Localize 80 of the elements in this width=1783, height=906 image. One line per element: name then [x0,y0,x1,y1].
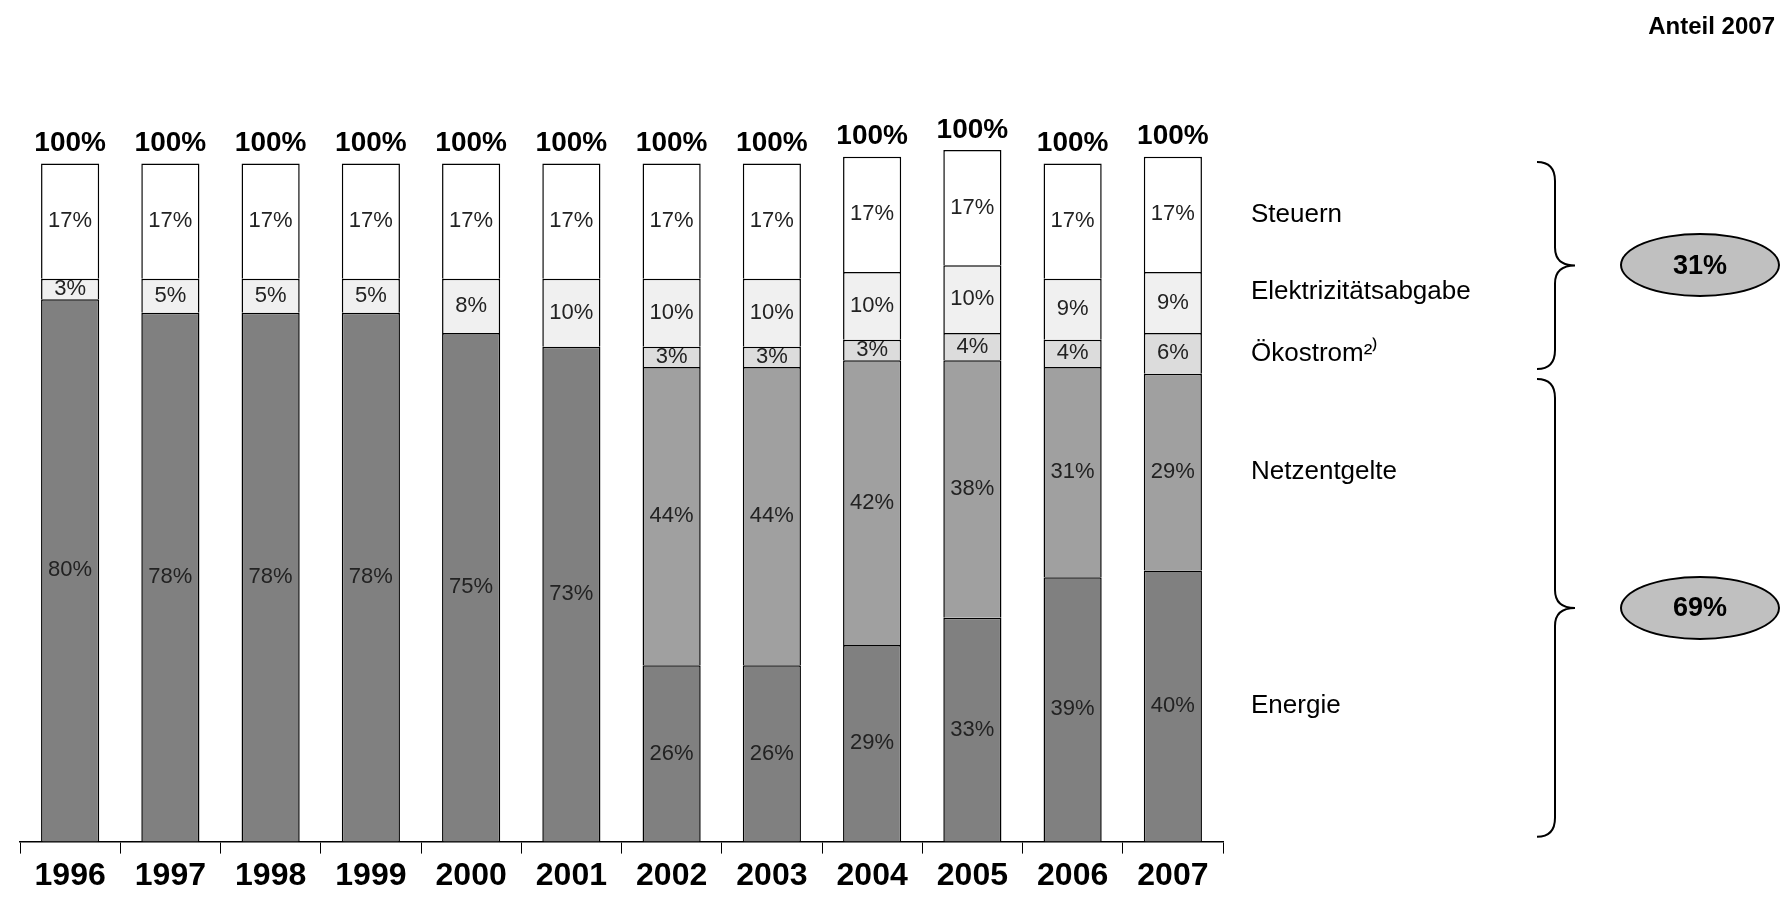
ellipse-badge: 31% [1620,233,1780,298]
series-label: Elektrizitätsabgabe [1251,274,1471,305]
data-label: 26% [749,739,794,765]
total-label: 100% [635,126,708,158]
total-label: 100% [134,126,207,158]
series-label: Energie [1251,689,1341,720]
data-label: 10% [850,292,895,318]
total-label: 100% [335,126,407,158]
data-label: 9% [1056,295,1089,321]
data-label: 8% [455,292,488,318]
data-label: 6% [1156,339,1189,365]
data-label: 44% [649,502,694,528]
data-label: 10% [749,298,794,324]
x-tick-label: 2002 [636,855,708,892]
data-label: 9% [1156,288,1189,314]
x-tick-label: 2003 [736,855,808,892]
data-label: 5% [354,281,387,307]
x-tick-label: 1997 [134,855,206,892]
series-label: Netzentgelte [1251,455,1397,486]
data-label: 4% [1056,339,1089,365]
data-label: 17% [549,207,594,233]
x-tick-label: 1999 [335,855,407,892]
data-label: 17% [348,207,393,233]
data-label: 33% [950,715,995,741]
x-tick-label: 2005 [936,855,1008,892]
total-label: 100% [34,126,107,158]
ellipse-badge: 69% [1620,575,1780,640]
total-label: 100% [1137,119,1209,151]
total-label: 100% [936,112,1009,144]
data-label: 17% [1150,200,1195,226]
series-label: Ökostrom²⁾ [1251,336,1379,367]
x-tick-label: 2004 [836,855,908,892]
data-label: 29% [1150,458,1195,484]
data-label: 73% [549,580,594,606]
x-tick-label: 2006 [1037,855,1109,892]
series-label: Steuern [1251,197,1343,228]
total-label: 100% [836,119,909,151]
data-label: 17% [48,207,93,233]
data-label: 4% [956,332,989,358]
data-label: 78% [348,563,393,589]
data-label: 17% [248,207,293,233]
total-label: 100% [535,126,608,158]
data-label: 17% [749,207,794,233]
data-label: 78% [248,563,293,589]
data-label: 17% [148,207,193,233]
data-label: 17% [649,207,694,233]
data-label: 17% [449,207,494,233]
data-label: 42% [850,488,895,514]
data-label: 10% [950,285,995,311]
x-tick-label: 1998 [235,855,307,892]
total-label: 100% [234,126,307,158]
total-label: 100% [1036,126,1109,158]
data-label: 5% [254,281,287,307]
total-label: 100% [736,126,808,158]
data-label: 3% [755,342,788,368]
x-tick-label: 2007 [1137,855,1209,892]
data-label: 10% [549,298,594,324]
data-label: 10% [649,298,694,324]
data-label: 39% [1050,695,1095,721]
data-label: 44% [749,502,794,528]
data-label: 80% [48,556,93,582]
data-label: 3% [54,275,87,301]
data-label: 29% [850,729,895,755]
data-label: 38% [950,475,995,501]
data-label: 5% [154,281,187,307]
data-label: 17% [950,193,995,219]
total-label: 100% [435,126,508,158]
x-tick-label: 2000 [435,855,507,892]
text: Anteil 2007 [1648,12,1775,40]
data-label: 31% [1050,458,1095,484]
data-label: 3% [856,336,889,362]
data-label: 78% [148,563,193,589]
data-label: 17% [850,200,895,226]
x-tick-label: 1996 [34,855,106,892]
data-label: 3% [655,342,688,368]
x-tick-label: 2001 [535,855,607,892]
data-label: 17% [1050,207,1095,233]
data-label: 40% [1150,692,1195,718]
data-label: 75% [449,573,494,599]
data-label: 26% [649,739,694,765]
